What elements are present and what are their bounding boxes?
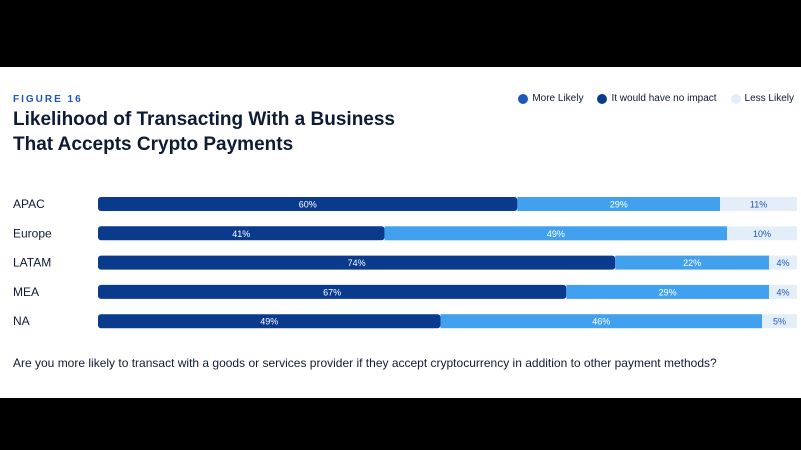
- legend-swatch-more-likely: [518, 93, 529, 104]
- category-label-mea: MEA: [13, 285, 39, 299]
- bar-segment-mea-0: [98, 284, 567, 299]
- bar-segment-latam-2: [769, 255, 797, 270]
- data-label-apac-0: 60%: [299, 200, 317, 210]
- legend-swatch-no-impact: [597, 93, 608, 104]
- data-label-latam-1: 22%: [683, 258, 701, 268]
- data-label-europe-0: 41%: [232, 229, 250, 239]
- figure-panel: FIGURE 16 Likelihood of Transacting With…: [0, 67, 801, 398]
- category-label-na: NA: [13, 314, 30, 328]
- data-label-mea-1: 29%: [659, 287, 677, 297]
- bar-segment-latam-0: [98, 255, 616, 270]
- bar-segment-na-0: [98, 314, 441, 329]
- data-label-mea-0: 67%: [323, 287, 341, 297]
- data-label-na-1: 46%: [592, 317, 610, 327]
- data-label-na-0: 49%: [260, 317, 278, 327]
- data-label-apac-2: 11%: [750, 200, 767, 210]
- data-label-latam-0: 74%: [348, 258, 366, 268]
- bar-segment-europe-2: [727, 226, 797, 241]
- bar-segment-apac-0: [98, 197, 518, 211]
- chart-title: Likelihood of Transacting With a Busines…: [13, 109, 395, 155]
- chart-legend: More Likely It would have no impact Less…: [518, 93, 794, 104]
- stacked-bar-chart: APAC 60% 29% 11% Europe 41% 49% 10% LATAM 74% 22% 4…: [13, 197, 797, 329]
- legend-item-no-impact: It would have no impact: [597, 93, 717, 104]
- legend-item-more-likely: More Likely: [518, 93, 583, 104]
- bar-segment-europe-1: [384, 226, 728, 241]
- category-label-apac: APAC: [13, 197, 45, 211]
- category-label-latam: LATAM: [13, 256, 51, 270]
- data-label-latam-2: 4%: [777, 258, 790, 268]
- bar-segment-latam-1: [615, 255, 770, 270]
- legend-label-no-impact: It would have no impact: [611, 93, 717, 104]
- legend-item-less-likely: Less Likely: [730, 93, 794, 104]
- bar-segment-apac-2: [720, 197, 797, 211]
- data-label-europe-2: 10%: [753, 229, 771, 239]
- data-label-europe-1: 49%: [547, 229, 565, 239]
- survey-question: Are you more likely to transact with a g…: [13, 356, 717, 370]
- data-label-apac-1: 29%: [610, 200, 628, 210]
- legend-label-more-likely: More Likely: [532, 93, 584, 104]
- bar-segment-apac-1: [517, 197, 721, 211]
- bar-segment-mea-2: [769, 284, 797, 299]
- category-label-europe: Europe: [13, 226, 52, 240]
- bar-segment-na-1: [440, 314, 763, 329]
- legend-label-less-likely: Less Likely: [744, 93, 794, 104]
- figure-label: FIGURE 16: [13, 94, 83, 105]
- bar-segment-mea-1: [566, 284, 770, 299]
- bar-segment-europe-0: [98, 226, 385, 241]
- bar-segment-na-2: [762, 314, 797, 329]
- legend-swatch-less-likely: [730, 93, 741, 104]
- data-label-mea-2: 4%: [777, 287, 790, 297]
- data-label-na-2: 5%: [773, 317, 786, 327]
